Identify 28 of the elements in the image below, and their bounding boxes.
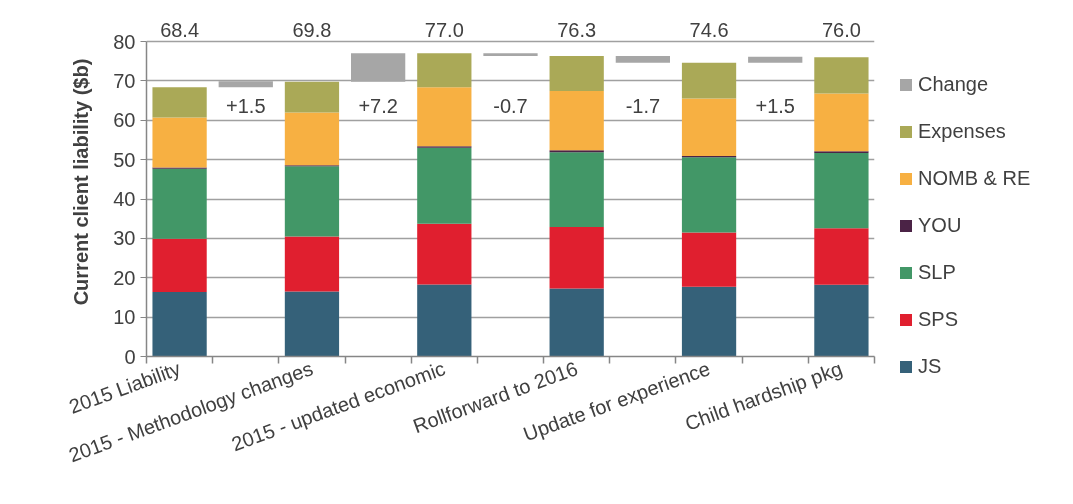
y-tick-label: 0 bbox=[124, 345, 136, 368]
y-tick-label: 10 bbox=[113, 306, 136, 329]
legend-label: Expenses bbox=[918, 120, 1006, 143]
data-label: +1.5 bbox=[226, 94, 266, 117]
total-label: 77.0 bbox=[424, 18, 464, 41]
data-label: -1.7 bbox=[625, 94, 661, 117]
legend-label: Change bbox=[918, 73, 989, 96]
y-tick-label: 40 bbox=[113, 188, 136, 210]
y-tick-label: 80 bbox=[113, 30, 136, 53]
total-label: 76.3 bbox=[557, 18, 597, 41]
y-tick-label: 70 bbox=[113, 69, 136, 92]
y-tick-label: 50 bbox=[113, 148, 136, 171]
total-label: 69.8 bbox=[292, 18, 332, 41]
y-axis-title: Current client liability ($b) bbox=[70, 58, 93, 306]
data-label: -0.7 bbox=[493, 94, 528, 117]
y-tick-label: 30 bbox=[113, 227, 136, 250]
legend-label: YOU bbox=[918, 214, 962, 237]
y-tick-label: 60 bbox=[113, 109, 136, 132]
total-label: 68.4 bbox=[160, 18, 200, 41]
data-label: +1.5 bbox=[755, 94, 795, 117]
legend-label: SPS bbox=[918, 308, 959, 331]
total-label: 76.0 bbox=[821, 18, 861, 41]
y-tick-label: 20 bbox=[113, 266, 136, 289]
legend-label: SLP bbox=[918, 261, 956, 284]
legend-label: JS bbox=[918, 355, 942, 378]
legend-label: NOMB & RE bbox=[918, 167, 1031, 190]
data-label: +7.2 bbox=[358, 94, 398, 117]
total-label: 74.6 bbox=[689, 18, 729, 41]
